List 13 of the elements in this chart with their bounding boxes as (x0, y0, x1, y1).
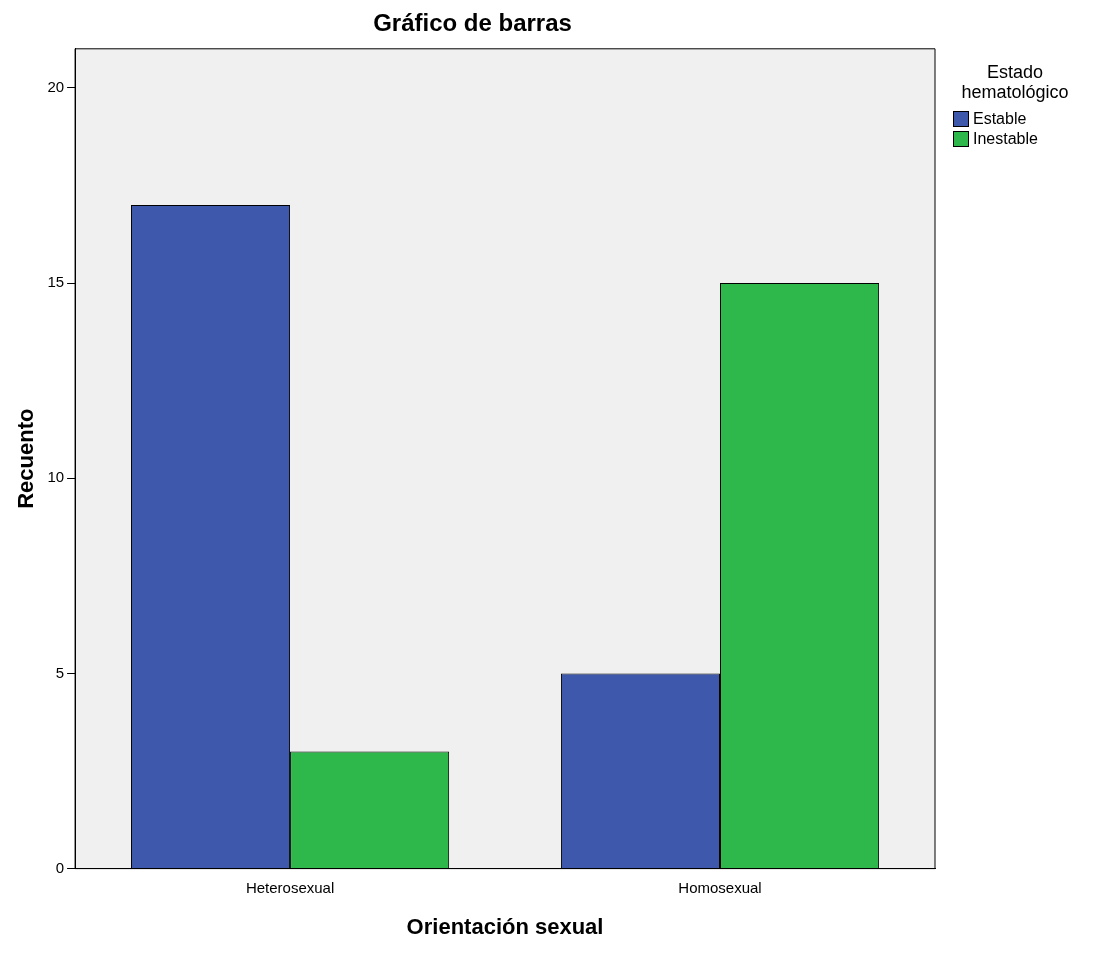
chart-title: Gráfico de barras (373, 9, 572, 37)
legend-label: Estable (973, 110, 1027, 128)
y-tick-label: 20 (47, 77, 65, 95)
y-tick-label: 10 (47, 468, 65, 486)
y-tick-label: 15 (47, 273, 65, 291)
x-tick-label: Heterosexual (245, 878, 335, 896)
x-tick-label: Homosexual (678, 878, 762, 896)
legend-title: Estado hematológico (960, 62, 1070, 102)
legend-label: Inestable (973, 130, 1038, 148)
x-axis-title: Orientación sexual (406, 913, 604, 939)
y-tick-label: 5 (55, 663, 65, 681)
y-axis-title: Recuento (13, 408, 39, 509)
y-tick-label: 0 (55, 858, 65, 876)
